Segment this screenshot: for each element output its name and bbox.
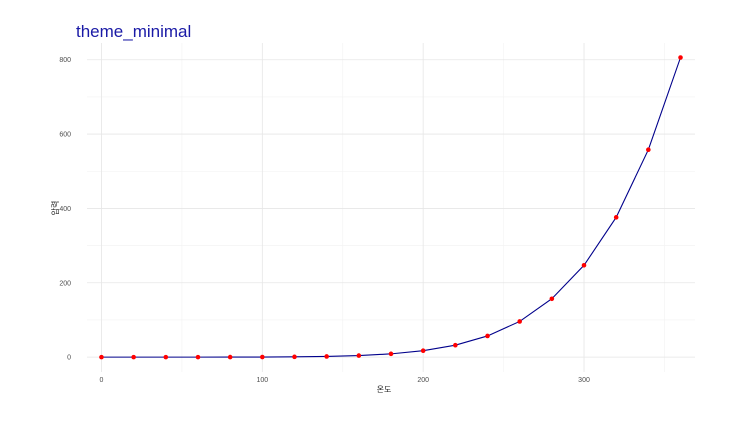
data-point: [678, 55, 683, 60]
y-tick-label: 600: [59, 132, 71, 139]
data-point: [99, 354, 104, 360]
data-point: [292, 354, 297, 360]
data-point: [131, 354, 136, 360]
x-axis-title: 온도: [377, 385, 392, 394]
series-line: [101, 57, 682, 358]
data-point: [260, 354, 265, 360]
chart-title: theme_minimal: [76, 22, 191, 41]
data-point: [388, 351, 394, 357]
data-point: [646, 147, 651, 152]
x-tick-label: 0: [100, 377, 104, 384]
y-axis-title: 압력: [50, 201, 60, 216]
x-tick-label: 100: [256, 377, 268, 384]
y-tick-label: 800: [59, 57, 71, 64]
data-point: [195, 354, 201, 360]
data-point: [613, 215, 619, 220]
data-point: [549, 296, 555, 302]
grid: [87, 43, 695, 372]
data-point: [163, 354, 169, 360]
x-tick-label: 200: [417, 377, 429, 384]
data-point: [453, 342, 458, 348]
tick-labels: 0 100 200 300 0 200 400 600 800: [59, 57, 590, 384]
y-tick-label: 200: [59, 280, 71, 287]
data-point: [485, 333, 490, 339]
data-point: [324, 354, 329, 359]
data-point: [227, 354, 233, 360]
x-tick-label: 300: [578, 377, 590, 384]
y-tick-label: 0: [67, 355, 71, 362]
data-point: [356, 353, 362, 358]
series: [99, 55, 683, 360]
data-point: [420, 348, 426, 353]
y-tick-label: 400: [59, 206, 71, 213]
data-point: [581, 263, 587, 268]
data-point: [517, 319, 522, 324]
